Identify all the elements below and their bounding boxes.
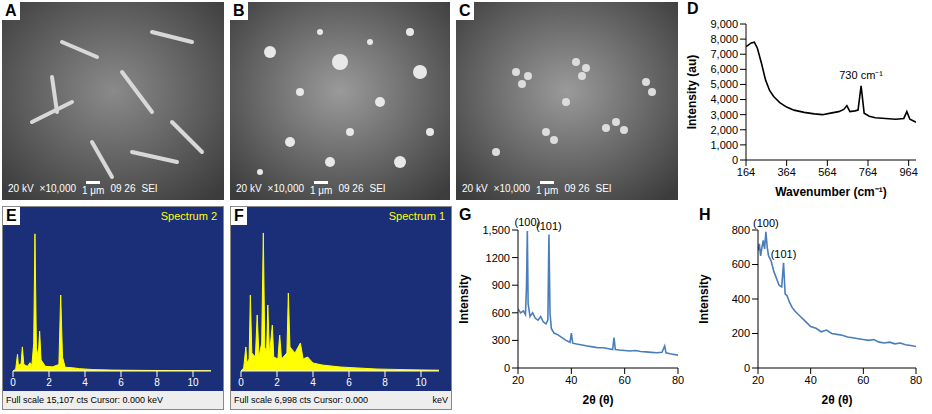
svg-text:800: 800 bbox=[732, 224, 750, 236]
svg-text:164: 164 bbox=[737, 166, 755, 178]
html-text:×10,000: ×10,000 bbox=[267, 183, 304, 194]
html-text:Spectrum 2: Spectrum 2 bbox=[160, 210, 217, 222]
svg-text:964: 964 bbox=[899, 166, 917, 178]
svg-text:7,000: 7,000 bbox=[710, 48, 738, 60]
svg-text:60: 60 bbox=[619, 374, 631, 386]
svg-text:5,000: 5,000 bbox=[710, 78, 738, 90]
svg-text:600: 600 bbox=[492, 307, 510, 319]
svg-text:900: 900 bbox=[492, 279, 510, 291]
svg-text:1,000: 1,000 bbox=[710, 139, 738, 151]
svg-text:6: 6 bbox=[118, 377, 124, 388]
html-text:H: H bbox=[699, 206, 711, 223]
svg-text:(101): (101) bbox=[536, 220, 562, 232]
svg-text:730 cm⁻¹: 730 cm⁻¹ bbox=[839, 69, 883, 81]
svg-text:1200: 1200 bbox=[486, 252, 510, 264]
svg-text:3,000: 3,000 bbox=[710, 109, 738, 121]
svg-text:364: 364 bbox=[777, 166, 795, 178]
svg-text:0: 0 bbox=[504, 362, 510, 374]
svg-text:6,000: 6,000 bbox=[710, 63, 738, 75]
html-text:Full scale 6,998 cts Cursor: 0: Full scale 6,998 cts Cursor: 0.000 bbox=[234, 395, 369, 405]
svg-text:60: 60 bbox=[857, 374, 869, 386]
svg-text:6: 6 bbox=[346, 377, 352, 388]
svg-text:(100): (100) bbox=[753, 217, 779, 229]
html-text:20 kV: 20 kV bbox=[236, 183, 262, 194]
html-text:Full scale 15,107 cts Cursor:: Full scale 15,107 cts Cursor: 0.000 keV bbox=[6, 395, 164, 405]
html-text:09 26: 09 26 bbox=[564, 183, 590, 194]
svg-text:400: 400 bbox=[732, 293, 750, 305]
html-text:SEI: SEI bbox=[369, 183, 386, 194]
svg-text:4,000: 4,000 bbox=[710, 93, 738, 105]
html-text:SEI: SEI bbox=[141, 183, 158, 194]
svg-text:10: 10 bbox=[187, 377, 199, 388]
html-text:G: G bbox=[459, 206, 472, 223]
svg-text:Intensity: Intensity bbox=[457, 274, 471, 324]
svg-text:2: 2 bbox=[274, 377, 280, 388]
svg-text:300: 300 bbox=[492, 334, 510, 346]
svg-text:(101): (101) bbox=[771, 248, 797, 260]
html-text:×10,000: ×10,000 bbox=[493, 183, 530, 194]
svg-text:600: 600 bbox=[732, 258, 750, 270]
svg-text:20: 20 bbox=[752, 374, 764, 386]
html-text:B: B bbox=[233, 2, 245, 19]
svg-text:10: 10 bbox=[415, 377, 427, 388]
svg-text:764: 764 bbox=[859, 166, 877, 178]
svg-text:8: 8 bbox=[382, 377, 388, 388]
svg-text:0: 0 bbox=[732, 154, 738, 166]
html-text:D: D bbox=[687, 0, 699, 17]
svg-text:8,000: 8,000 bbox=[710, 33, 738, 45]
svg-text:2: 2 bbox=[46, 377, 52, 388]
html-text:1 μm: 1 μm bbox=[82, 185, 105, 196]
html-text:1 μm: 1 μm bbox=[536, 185, 559, 196]
svg-text:8: 8 bbox=[154, 377, 160, 388]
html-text:1 μm: 1 μm bbox=[310, 185, 333, 196]
svg-text:40: 40 bbox=[805, 374, 817, 386]
svg-text:4: 4 bbox=[82, 377, 88, 388]
svg-text:200: 200 bbox=[732, 327, 750, 339]
html-text:E: E bbox=[6, 207, 17, 224]
svg-text:9,000: 9,000 bbox=[710, 18, 738, 30]
html-text:09 26: 09 26 bbox=[338, 183, 364, 194]
svg-text:(100): (100) bbox=[514, 215, 541, 228]
svg-text:4: 4 bbox=[310, 377, 316, 388]
html-text:×10,000: ×10,000 bbox=[39, 183, 76, 194]
svg-text:2,000: 2,000 bbox=[710, 124, 738, 136]
svg-text:0: 0 bbox=[238, 377, 244, 388]
svg-text:Intensity: Intensity bbox=[697, 274, 711, 324]
svg-text:80: 80 bbox=[910, 374, 922, 386]
svg-text:2θ (θ): 2θ (θ) bbox=[583, 393, 614, 407]
svg-text:Wavenumber (cm⁻¹): Wavenumber (cm⁻¹) bbox=[775, 185, 887, 199]
html-text:20 kV: 20 kV bbox=[8, 183, 34, 194]
html-text:keV: keV bbox=[432, 395, 448, 405]
html-text:Spectrum 1: Spectrum 1 bbox=[388, 210, 445, 222]
html-text:09 26: 09 26 bbox=[110, 183, 136, 194]
svg-text:80: 80 bbox=[672, 374, 684, 386]
svg-text:Intensity (au): Intensity (au) bbox=[685, 55, 699, 130]
html-text:C: C bbox=[459, 2, 471, 19]
svg-text:20: 20 bbox=[512, 374, 524, 386]
html-text:A: A bbox=[5, 2, 17, 19]
svg-text:564: 564 bbox=[818, 166, 836, 178]
html-text:SEI: SEI bbox=[595, 183, 612, 194]
svg-text:0: 0 bbox=[744, 362, 750, 374]
svg-text:0: 0 bbox=[10, 377, 16, 388]
html-text:F: F bbox=[234, 207, 244, 224]
html-text:20 kV: 20 kV bbox=[462, 183, 488, 194]
svg-text:2θ (θ): 2θ (θ) bbox=[822, 393, 853, 407]
svg-text:40: 40 bbox=[565, 374, 577, 386]
svg-text:1,500: 1,500 bbox=[482, 224, 510, 236]
